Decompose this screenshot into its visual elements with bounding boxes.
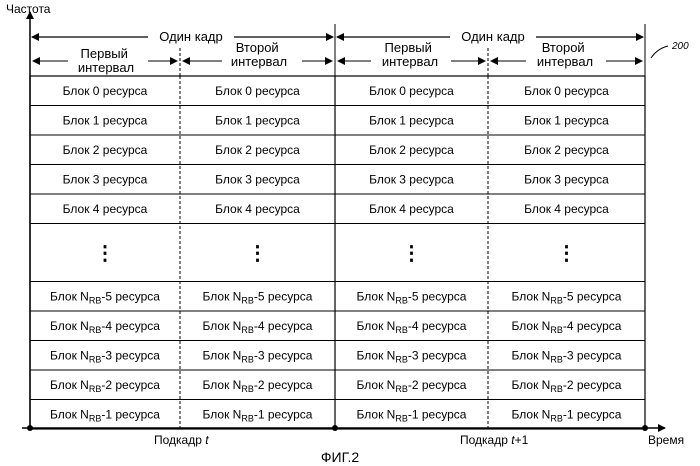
resource-block-cell: Блок 0 ресурса [215,84,300,98]
resource-block-cell: Блок 1 ресурса [215,113,300,127]
resource-block-cell: Блок NRB-1 ресурса [50,407,160,423]
resource-block-cell: Блок 1 ресурса [524,113,609,127]
resource-block-cell: Блок 4 ресурса [369,202,454,216]
resource-block-cell: Блок 4 ресурса [215,202,300,216]
resource-block-cell: Блок 3 ресурса [524,172,609,186]
resource-block-cell: Блок 1 ресурса [63,113,148,127]
slot-label-1: Первый интервал [78,46,134,75]
resource-block-cell: Блок NRB-4 ресурса [357,319,467,335]
resource-block-cell: Блок 3 ресурса [215,172,300,186]
resource-block-cell: Блок NRB-2 ресурса [357,378,467,394]
ellipsis-marker: ⋮ [95,243,115,265]
resource-block-cell: Блок 4 ресурса [524,202,609,216]
slot-label-1-line-2: интервал [78,60,134,75]
resource-block-cell: Блок 2 ресурса [63,143,148,157]
resource-block-cell: Блок NRB-3 ресурса [50,348,160,364]
resource-block-cell: Блок NRB-1 ресурса [512,407,622,423]
slot-label-3: Первый интервал [382,40,438,69]
reference-number: 200 [671,41,689,52]
resource-block-cell: Блок NRB-3 ресурса [512,348,622,364]
slot-label-2-line-1: Второй [236,40,279,55]
resource-block-cell: Блок NRB-4 ресурса [203,319,313,335]
resource-block-cell: Блок NRB-4 ресурса [50,319,160,335]
ellipsis-marker: ⋮ [557,243,577,265]
resource-block-cell: Блок NRB-2 ресурса [203,378,313,394]
resource-block-cell: Блок NRB-3 ресурса [203,348,313,364]
resource-block-cell: Блок NRB-2 ресурса [512,378,622,394]
resource-block-cell: Блок 0 ресурса [369,84,454,98]
resource-block-cell: Блок NRB-5 ресурса [203,289,313,305]
slot-label-4-line-1: Второй [542,40,585,55]
slot-label-1-line-1: Первый [81,46,128,61]
frame-label-1: Один кадр [159,29,222,44]
resource-block-cell: Блок 2 ресурса [369,143,454,157]
slot-label-2: Второй интервал [231,40,287,69]
figure-caption: ФИГ.2 [321,449,359,465]
ellipsis-marker: ⋮ [248,243,268,265]
slot-label-4: Второй интервал [537,40,593,69]
resource-block-cell: Блок 3 ресурса [369,172,454,186]
resource-block-cell: Блок 2 ресурса [215,143,300,157]
subframe-label-1: Подкадр t [154,433,209,447]
slot-label-4-line-2: интервал [537,54,593,69]
resource-block-cell: Блок NRB-5 ресурса [357,289,467,305]
resource-block-cell: Блок NRB-2 ресурса [50,378,160,394]
slot-label-3-line-2: интервал [382,54,438,69]
grid-frame [30,76,645,429]
resource-block-cell: Блок 2 ресурса [524,143,609,157]
resource-block-grid: Блок 0 ресурса Блок 1 ресурса Блок 2 ресур… [30,76,645,429]
resource-block-cell: Блок 3 ресурса [63,172,148,186]
resource-block-cell: Блок NRB-1 ресурса [357,407,467,423]
reference-leader [651,46,668,58]
resource-block-cell: Блок 4 ресурса [63,202,148,216]
slot-label-2-line-2: интервал [231,54,287,69]
resource-block-cell: Блок NRB-4 ресурса [512,319,622,335]
resource-block-cell: Блок NRB-1 ресурса [203,407,313,423]
resource-block-cell: Блок 1 ресурса [369,113,454,127]
resource-block-cell: Блок NRB-3 ресурса [357,348,467,364]
resource-block-cell: Блок NRB-5 ресурса [50,289,160,305]
ellipsis-marker: ⋮ [402,243,422,265]
resource-block-cell: Блок 0 ресурса [524,84,609,98]
resource-block-cell: Блок 0 ресурса [63,84,148,98]
slot-label-3-line-1: Первый [385,40,432,55]
subframe-label-2: Подкадр t+1 [460,433,529,447]
y-axis-label: Частота [6,2,51,16]
x-axis-label: Время [648,433,684,447]
resource-block-cell: Блок NRB-5 ресурса [512,289,622,305]
frame-label-2: Один кадр [461,29,524,44]
